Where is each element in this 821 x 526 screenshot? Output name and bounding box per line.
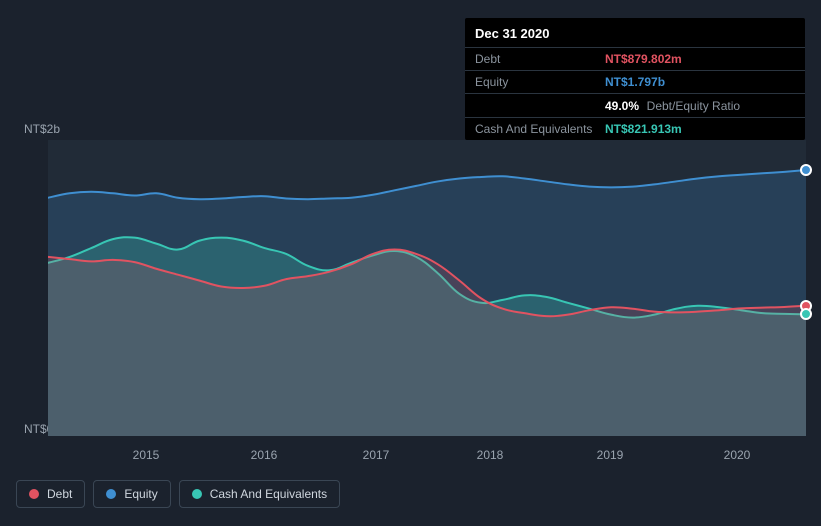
series-end-marker [800, 308, 812, 320]
x-axis-label: 2016 [251, 448, 278, 462]
tooltip-value: NT$1.797b [605, 75, 665, 89]
legend-label: Debt [47, 487, 72, 501]
tooltip-label [475, 98, 605, 113]
plot-area[interactable] [48, 140, 806, 436]
x-axis-label: 2017 [363, 448, 390, 462]
tooltip-row-ratio: 49.0% Debt/Equity Ratio [465, 94, 805, 118]
x-axis-label: 2020 [724, 448, 751, 462]
tooltip-value: NT$879.802m [605, 52, 682, 66]
legend-label: Equity [124, 487, 157, 501]
series-end-marker [800, 164, 812, 176]
tooltip-row-equity: Equity NT$1.797b [465, 71, 805, 94]
tooltip-ratio-pct: 49.0% [605, 99, 639, 113]
chart-svg [48, 140, 806, 436]
tooltip-value: NT$821.913m [605, 122, 682, 136]
tooltip-label: Equity [475, 75, 605, 89]
tooltip-label: Debt [475, 52, 605, 66]
x-axis-label: 2019 [597, 448, 624, 462]
tooltip-row-cash: Cash And Equivalents NT$821.913m [465, 118, 805, 140]
legend-item-equity[interactable]: Equity [93, 480, 170, 508]
legend: Debt Equity Cash And Equivalents [16, 480, 340, 508]
chart-tooltip: Dec 31 2020 Debt NT$879.802m Equity NT$1… [465, 18, 805, 140]
circle-icon [192, 489, 202, 499]
tooltip-date: Dec 31 2020 [465, 18, 805, 48]
tooltip-label: Cash And Equivalents [475, 122, 605, 136]
tooltip-row-debt: Debt NT$879.802m [465, 48, 805, 71]
circle-icon [106, 489, 116, 499]
circle-icon [29, 489, 39, 499]
legend-item-debt[interactable]: Debt [16, 480, 85, 508]
debt-equity-chart: Dec 31 2020 Debt NT$879.802m Equity NT$1… [0, 0, 821, 526]
x-axis-label: 2018 [477, 448, 504, 462]
legend-item-cash[interactable]: Cash And Equivalents [179, 480, 340, 508]
y-axis-max-label: NT$2b [24, 122, 60, 136]
legend-label: Cash And Equivalents [210, 487, 327, 501]
tooltip-ratio-label: Debt/Equity Ratio [647, 99, 740, 113]
x-axis-label: 2015 [133, 448, 160, 462]
